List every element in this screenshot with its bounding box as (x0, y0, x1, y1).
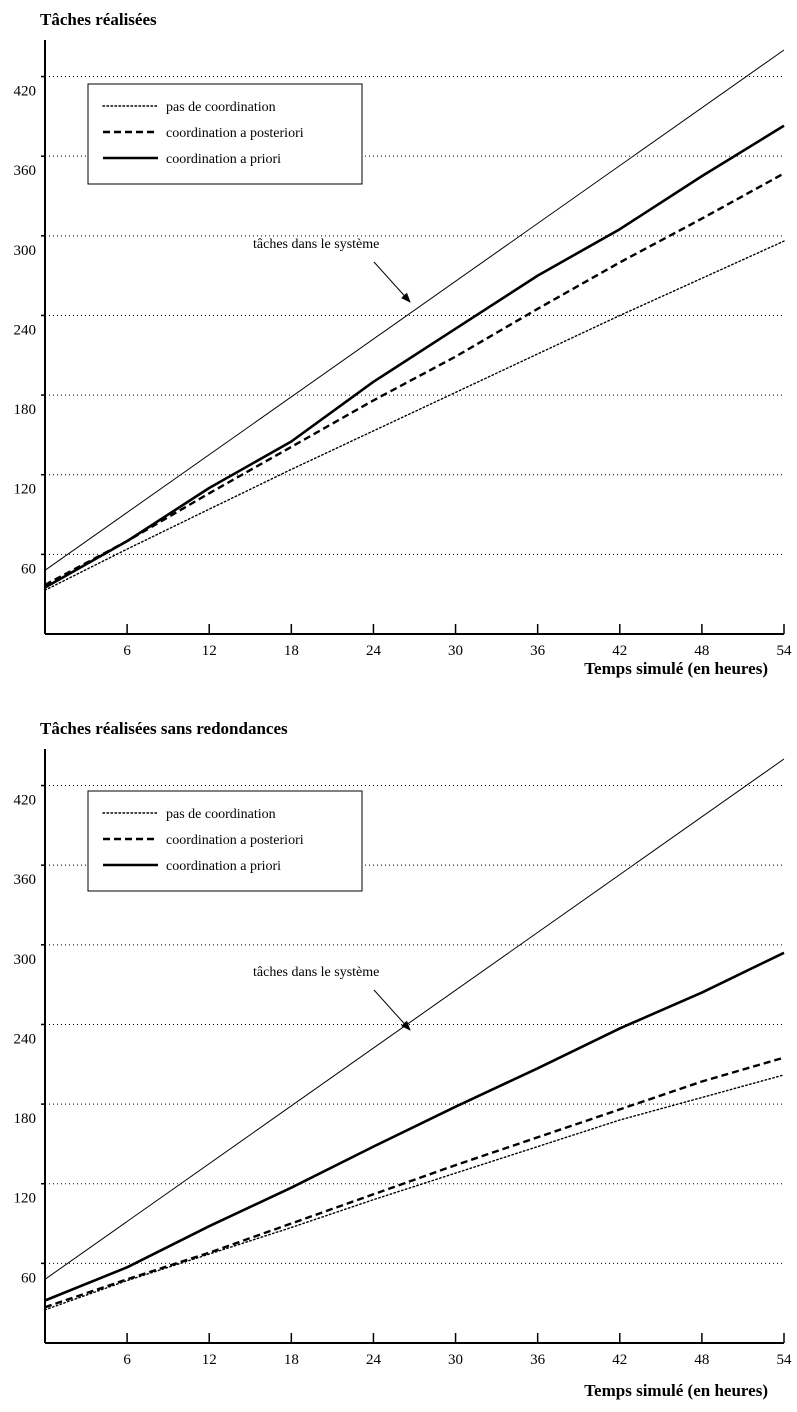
y-tick-label: 240 (14, 322, 37, 338)
x-tick-label: 54 (777, 1352, 793, 1368)
annotation-arrow (373, 261, 411, 303)
annotation-arrow (373, 989, 411, 1031)
y-tick-label: 120 (14, 482, 37, 498)
y-tick-label: 180 (14, 402, 37, 418)
y-tick-label: 180 (14, 1111, 37, 1127)
x-tick-label: 12 (202, 643, 217, 659)
y-tick-label: 240 (14, 1031, 37, 1047)
x-axis-label: Temps simulé (en heures) (584, 659, 768, 678)
x-tick-label: 18 (284, 1352, 299, 1368)
x-tick-label: 42 (612, 1352, 627, 1368)
chart-tasks-completed-no-redundancy: Tâches réalisées sans redondances 60 120 18… (14, 719, 793, 1400)
chart-title: Tâches réalisées (40, 10, 157, 29)
x-tick-label: 24 (366, 1352, 382, 1368)
legend-box (87, 83, 363, 185)
x-tick-label: 6 (123, 643, 131, 659)
x-tick-label: 54 (777, 643, 793, 659)
series-line (44, 49, 785, 571)
y-tick-label: 360 (14, 872, 37, 888)
y-tick-label: 360 (14, 163, 37, 179)
series-line (44, 172, 785, 586)
y-tick-label: 60 (21, 561, 36, 577)
annotation-label: tâches dans le système (253, 965, 379, 980)
series-line (44, 240, 785, 591)
x-tick-label: 48 (694, 643, 709, 659)
x-tick-label: 6 (123, 1352, 131, 1368)
x-tick-label: 30 (448, 1352, 463, 1368)
legend-label: coordination a posteriori (166, 126, 304, 141)
legend-label: coordination a posteriori (166, 833, 304, 848)
series-line (44, 1074, 785, 1311)
y-tick-label: 300 (14, 952, 37, 968)
x-tick-label: 12 (202, 1352, 217, 1368)
x-tick-label: 24 (366, 643, 382, 659)
y-tick-label: 300 (14, 243, 37, 259)
x-tick-label: 36 (530, 1352, 546, 1368)
series-line (44, 951, 785, 1302)
chart-title: Tâches réalisées sans redondances (40, 719, 288, 738)
x-tick-label: 30 (448, 643, 463, 659)
legend-box (87, 790, 363, 892)
chart-tasks-completed: Tâches réalisées 60 120 180 240 300 360 420 6 12 1… (14, 10, 793, 678)
y-tick-label: 420 (14, 793, 37, 809)
y-tick-label: 60 (21, 1270, 36, 1286)
legend-label: coordination a priori (166, 152, 281, 167)
y-tick-label: 420 (14, 84, 37, 100)
series-line (44, 124, 785, 589)
x-tick-label: 18 (284, 643, 299, 659)
legend-label: pas de coordination (166, 100, 276, 115)
legend-label: coordination a priori (166, 859, 281, 874)
x-tick-label: 42 (612, 643, 627, 659)
x-tick-label: 36 (530, 643, 546, 659)
series-line (44, 1056, 785, 1309)
y-tick-label: 120 (14, 1191, 37, 1207)
annotation-label: tâches dans le système (253, 237, 379, 252)
x-axis-label: Temps simulé (en heures) (584, 1381, 768, 1400)
legend-label: pas de coordination (166, 807, 276, 822)
x-tick-label: 48 (694, 1352, 709, 1368)
series-line (44, 758, 785, 1280)
